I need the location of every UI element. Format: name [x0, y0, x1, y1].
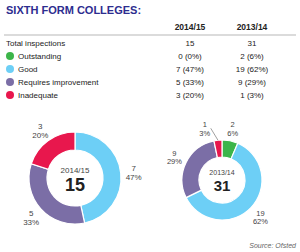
table-cell: 31 [248, 39, 257, 48]
center-total: 15 [65, 175, 85, 195]
wedge [31, 132, 75, 169]
share-label: 47% [126, 173, 142, 182]
header-rule [4, 35, 296, 36]
share-label: 29% [167, 157, 182, 166]
table-cell: 5 (33%) [176, 78, 204, 87]
share-label: 20% [32, 131, 48, 140]
row-label: Requires improvement [18, 78, 99, 87]
legend-swatch [6, 91, 14, 99]
share-label: 62% [253, 217, 268, 226]
legend-swatch [6, 78, 14, 86]
row-label: Good [18, 65, 38, 74]
table-cell: 19 (62%) [236, 65, 269, 74]
share-label: 6% [227, 129, 238, 138]
wedge [214, 140, 222, 157]
table-cell: 0 (0%) [178, 52, 202, 61]
row-label: Total inspections [6, 39, 65, 48]
chart-root: SIXTH FORM COLLEGES: Source: Ofsted 2014/1… [0, 0, 300, 252]
center-label: 2013/14 [209, 169, 234, 176]
table-cell: 1 (3%) [240, 91, 264, 100]
data-label: 3 [38, 122, 43, 131]
table-cell: 2 (6%) [240, 52, 264, 61]
table-cell: 9 (29%) [238, 78, 266, 87]
table-cell: 7 (47%) [176, 65, 204, 74]
leader-line [211, 128, 218, 140]
legend-swatch [6, 65, 14, 73]
table-header: 2014/15 [175, 22, 206, 32]
row-label: Outstanding [18, 52, 61, 61]
share-label: 3% [199, 129, 210, 138]
title: SIXTH FORM COLLEGES: [6, 4, 141, 16]
data-label: 5 [29, 209, 34, 218]
center-total: 31 [214, 177, 231, 194]
donut [29, 132, 121, 224]
donut [182, 140, 262, 220]
table-header: 2013/14 [237, 22, 268, 32]
row-label: Inadequate [18, 91, 59, 100]
table-cell: 15 [186, 39, 195, 48]
center-label: 2014/15 [61, 166, 90, 175]
source: Source: Ofsted [249, 242, 297, 249]
data-label: 7 [131, 164, 136, 173]
legend-swatch [6, 52, 14, 60]
share-label: 33% [23, 218, 39, 227]
table-cell: 3 (20%) [176, 91, 204, 100]
